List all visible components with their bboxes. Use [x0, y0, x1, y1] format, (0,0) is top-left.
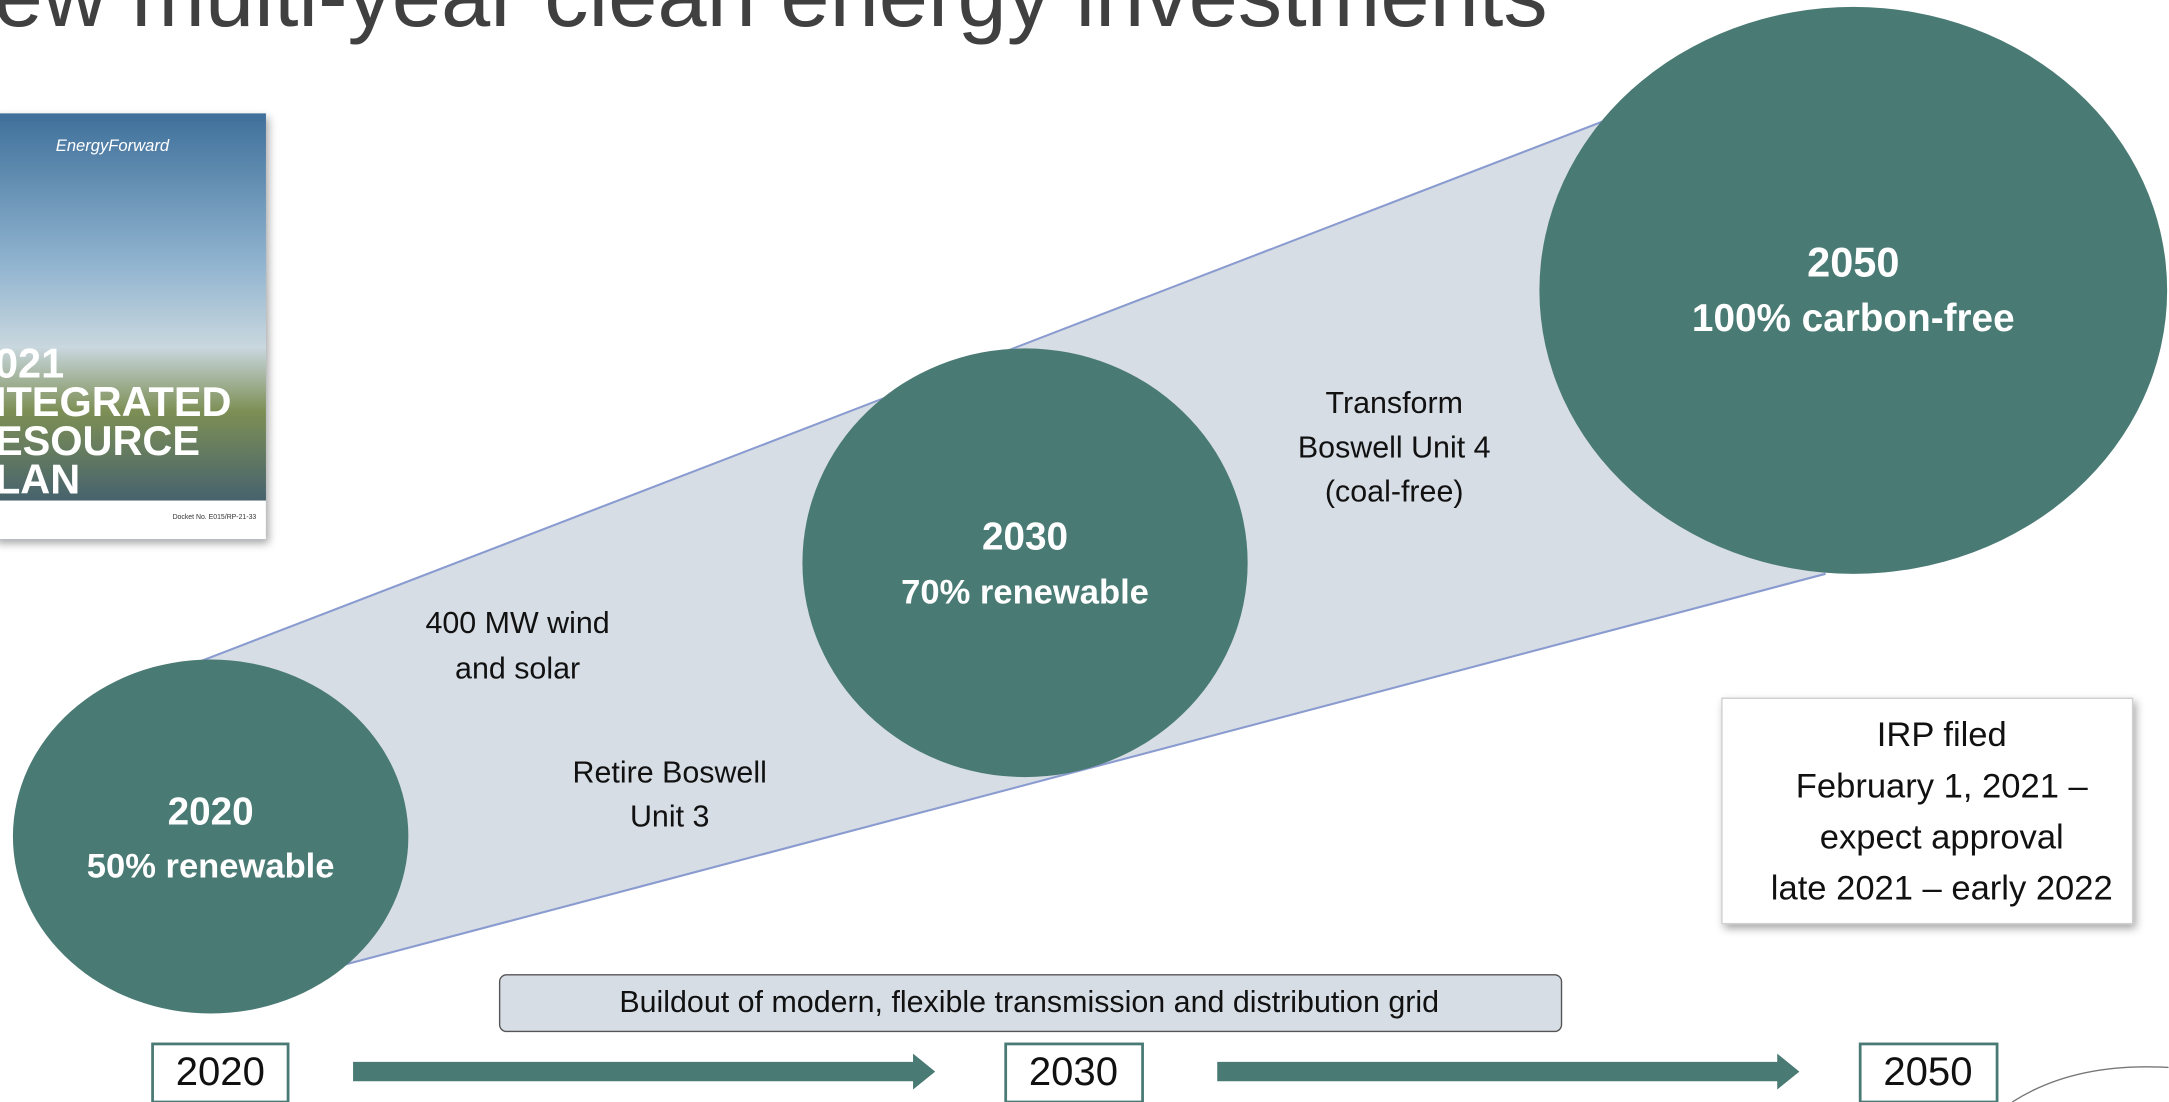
note-text: Retire Boswell — [573, 755, 767, 789]
milestone-goal: 70% renewable — [901, 574, 1149, 612]
note-text: (coal-free) — [1325, 475, 1464, 509]
note-text: Transform — [1326, 386, 1463, 420]
report-cover: EnergyForward 021 ITEGRATED ESOURCE LAN … — [0, 113, 266, 540]
milestone-year: 2030 — [982, 515, 1068, 558]
filing-box — [1721, 697, 2134, 925]
filing-text: IRP filed — [1877, 716, 2007, 754]
grid-banner-text: Buildout of modern, flexible transmissio… — [619, 985, 1439, 1019]
milestone-goal: 100% carbon-free — [1692, 297, 2015, 340]
timeline-box — [1004, 1042, 1144, 1102]
note-text: and solar — [455, 652, 580, 686]
note-text: Boswell Unit 4 — [1298, 430, 1491, 464]
note-text: Unit 3 — [630, 800, 709, 834]
cover-image — [0, 113, 266, 540]
filing-text: expect approval — [1820, 818, 2064, 856]
cover-heading: ITEGRATED — [0, 378, 231, 425]
cover-heading: 021 — [0, 339, 64, 386]
milestone-circle — [802, 348, 1248, 778]
cover-heading: ESOURCE — [0, 417, 200, 464]
milestone-circle — [12, 659, 409, 1014]
filing-text: late 2021 – early 2022 — [1771, 870, 2113, 908]
timeline-year: 2020 — [176, 1050, 265, 1094]
timeline-box — [1858, 1042, 1999, 1102]
milestone-goal: 50% renewable — [87, 847, 335, 885]
timeline-arrow — [353, 1053, 936, 1090]
slide-title: ew multi-year clean energy investments — [0, 0, 1548, 45]
logo-arc — [2011, 1066, 2169, 1102]
cover-brand: EnergyForward — [56, 136, 170, 155]
filing-text: February 1, 2021 – — [1796, 767, 2089, 805]
timeline-box — [151, 1042, 290, 1102]
timeline-year: 2030 — [1029, 1050, 1118, 1094]
note-text: 400 MW wind — [425, 606, 609, 640]
cover-docket: Docket No. E015/RP-21-33 — [173, 514, 257, 521]
milestone-year: 2020 — [168, 791, 254, 834]
timeline-arrow — [1217, 1053, 1800, 1090]
cover-footer — [0, 500, 266, 540]
milestone-year: 2050 — [1807, 238, 1899, 285]
band-edge — [332, 572, 1826, 969]
cover-heading: LAN — [0, 456, 80, 503]
timeline-year: 2050 — [1883, 1050, 1972, 1094]
milestone-circle — [1539, 6, 2168, 574]
grid-banner — [498, 974, 1563, 1033]
